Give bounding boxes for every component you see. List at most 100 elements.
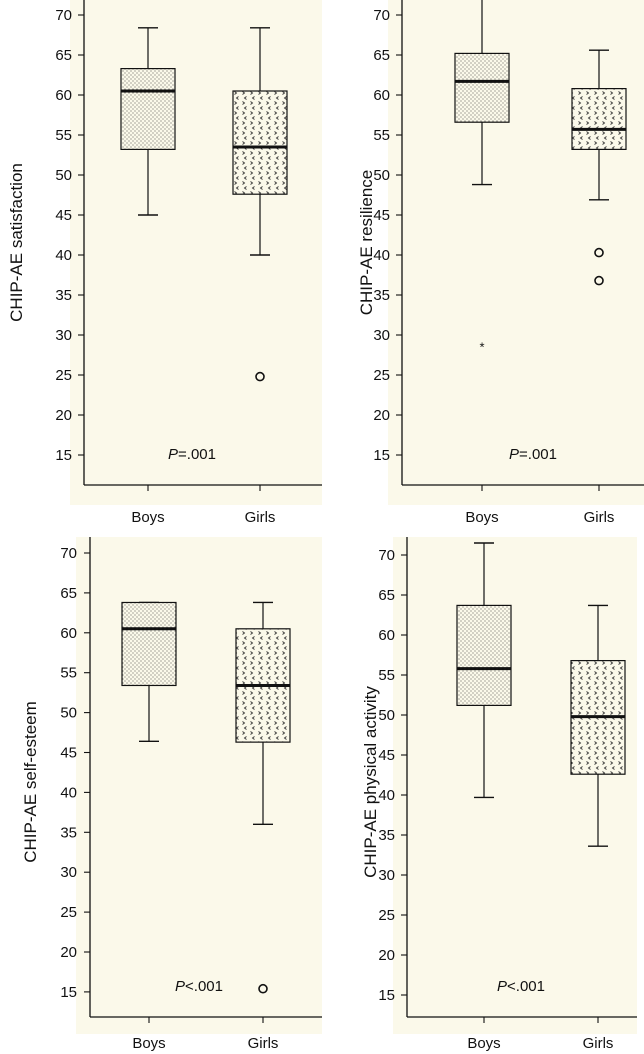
outlier-point: [594, 275, 604, 286]
y-tick-label: 15: [378, 987, 395, 1004]
y-tick-label: 15: [55, 447, 72, 464]
box-iqr: [121, 601, 177, 687]
y-tick-label: 60: [373, 87, 390, 104]
p-symbol: P: [509, 446, 519, 463]
box-boys: [121, 601, 177, 743]
y-tick-label: 30: [55, 327, 72, 344]
x-tick-label: Boys: [132, 1035, 165, 1052]
p-value-annotation: P=.001: [509, 446, 557, 463]
p-value-annotation: P<.001: [497, 978, 545, 995]
y-tick-label: 70: [373, 7, 390, 24]
y-tick-label: 65: [60, 585, 77, 602]
x-tick-label: Boys: [467, 1035, 500, 1052]
y-tick-label: 55: [60, 665, 77, 682]
chart-panel-2: 15 20 25 30 35 40 45 50 55 60 65 70 CHIP-AE resilien…: [357, 0, 644, 526]
box-girls: [235, 601, 291, 994]
box-iqr: [456, 604, 512, 707]
y-tick-label: 35: [60, 824, 77, 841]
outlier-point: [258, 983, 268, 994]
plot-background: [76, 537, 322, 1034]
x-tick-label: Girls: [245, 509, 276, 526]
y-tick-label: 50: [378, 707, 395, 724]
p-value: <.001: [507, 978, 545, 995]
y-tick-label: 40: [60, 784, 77, 801]
y-tick-label: 70: [60, 545, 77, 562]
y-tick-label: 65: [373, 47, 390, 64]
x-tick-label: Girls: [583, 1035, 614, 1052]
p-value: =.001: [519, 446, 557, 463]
p-value: =.001: [178, 446, 216, 463]
y-tick-label: 25: [378, 907, 395, 924]
p-symbol: P: [497, 978, 507, 995]
plot-background: [70, 0, 322, 505]
p-value-annotation: P<.001: [175, 978, 223, 995]
x-tick-label: Boys: [465, 509, 498, 526]
y-axis-label: CHIP-AE satisfaction: [7, 163, 26, 322]
y-tick-label: 15: [60, 984, 77, 1001]
y-tick-label: 45: [60, 745, 77, 762]
y-tick-label: 55: [55, 127, 72, 144]
x-tick-label: Boys: [131, 509, 164, 526]
y-tick-label: 45: [55, 207, 72, 224]
box-girls: [570, 604, 626, 847]
chart-panel-3: 15 20 25 30 35 40 45 50 55 60 65 70 CHIP-AE self-est…: [21, 537, 322, 1052]
y-tick-label: 40: [55, 247, 72, 264]
y-axis-label: CHIP-AE physical activity: [361, 686, 380, 878]
y-tick-label: 20: [373, 407, 390, 424]
outlier-point: [255, 371, 265, 382]
y-tick-label: 35: [55, 287, 72, 304]
box-girls: [571, 49, 627, 286]
outlier-point: [594, 247, 604, 258]
y-tick-label: 30: [60, 864, 77, 881]
x-tick-label: Girls: [584, 509, 615, 526]
y-tick-label: 70: [378, 547, 395, 564]
y-tick-label: 35: [378, 827, 395, 844]
y-tick-label: 55: [373, 127, 390, 144]
y-tick-label: 15: [373, 447, 390, 464]
y-tick-label: 50: [55, 167, 72, 184]
y-tick-label: 20: [60, 944, 77, 961]
box-boys: [456, 542, 512, 799]
p-value-annotation: P=.001: [168, 446, 216, 463]
box-boys: *: [454, 0, 510, 354]
y-tick-label: 55: [378, 667, 395, 684]
extreme-point: *: [479, 339, 484, 354]
y-tick-label: 70: [55, 7, 72, 24]
box-girls: [232, 27, 288, 382]
y-tick-label: 50: [60, 705, 77, 722]
chart-panel-4: 15 20 25 30 35 40 45 50 55 60 65 70 CHIP-AE physical…: [361, 537, 637, 1052]
y-tick-label: 50: [373, 167, 390, 184]
y-tick-label: 40: [373, 247, 390, 264]
p-symbol: P: [175, 978, 185, 995]
y-tick-label: 20: [378, 947, 395, 964]
y-tick-label: 65: [55, 47, 72, 64]
y-tick-label: 20: [55, 407, 72, 424]
y-tick-label: 25: [373, 367, 390, 384]
box-iqr: [120, 67, 176, 151]
p-value: <.001: [185, 978, 223, 995]
chart-panel-1: 15 20 25 30 35 40 45 50 55 60 65 70 CHIP-AE satisfac…: [7, 0, 322, 526]
y-tick-label: 35: [373, 287, 390, 304]
y-tick-label: 45: [373, 207, 390, 224]
y-axis-label: CHIP-AE resilience: [357, 170, 376, 316]
y-tick-label: 65: [378, 587, 395, 604]
y-tick-label: 25: [60, 904, 77, 921]
y-axis-label: CHIP-AE self-esteem: [21, 701, 40, 863]
box-iqr: [232, 90, 288, 195]
box-iqr: [454, 52, 510, 123]
y-tick-label: 30: [378, 867, 395, 884]
box-iqr: [571, 87, 627, 150]
x-tick-label: Girls: [248, 1035, 279, 1052]
y-tick-label: 25: [55, 367, 72, 384]
y-tick-label: 60: [378, 627, 395, 644]
y-tick-label: 45: [378, 747, 395, 764]
plot-background: [388, 0, 644, 505]
p-symbol: P: [168, 446, 178, 463]
box-boys: [120, 27, 176, 216]
y-tick-label: 60: [55, 87, 72, 104]
y-tick-label: 40: [378, 787, 395, 804]
y-tick-label: 60: [60, 625, 77, 642]
y-tick-label: 30: [373, 327, 390, 344]
plot-background: [393, 537, 637, 1034]
